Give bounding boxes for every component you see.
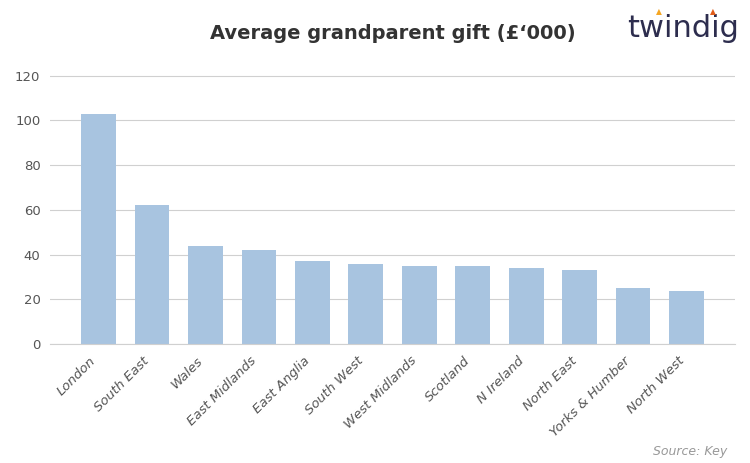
Bar xyxy=(402,266,436,344)
Text: Source: Key: Source: Key xyxy=(653,445,728,458)
Bar xyxy=(455,266,490,344)
Bar xyxy=(669,290,704,344)
Bar xyxy=(242,250,276,344)
Text: ▲: ▲ xyxy=(656,7,662,16)
Bar xyxy=(295,262,330,344)
Text: twindig: twindig xyxy=(627,14,739,43)
Bar xyxy=(616,288,650,344)
Bar xyxy=(81,113,116,344)
Bar xyxy=(135,206,170,344)
Title: Average grandparent gift (£‘000): Average grandparent gift (£‘000) xyxy=(210,24,575,43)
Bar xyxy=(188,246,223,344)
Bar xyxy=(562,270,597,344)
Bar xyxy=(509,268,544,344)
Bar xyxy=(349,263,383,344)
Text: ▲: ▲ xyxy=(710,7,716,16)
